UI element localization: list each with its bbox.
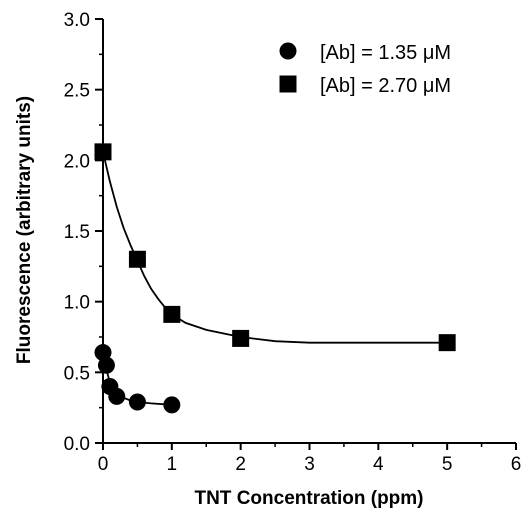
- y-tick-label: 2.0: [64, 151, 90, 172]
- fit-curve-series-2: [102, 151, 448, 344]
- plot-area: 0 1 2 3 4 5 6 0.0 0.5 1.0 1.5 2.0 2.5 3.0: [64, 10, 522, 475]
- fit-curves: [102, 151, 448, 406]
- legend-label-series-2: [Ab] = 2.70 μM: [320, 75, 451, 97]
- legend-marker-series-2: [279, 75, 297, 93]
- x-tick-label: 0: [98, 454, 109, 475]
- y-tick-label: 0.5: [64, 363, 90, 384]
- x-tick-label: 3: [304, 454, 315, 475]
- data-point-series-2: [94, 143, 112, 161]
- x-tick-label: 4: [373, 454, 384, 475]
- data-point-series-1: [128, 393, 146, 411]
- x-axis-title: TNT Concentration (ppm): [194, 488, 423, 509]
- y-tick-label: 1.5: [64, 222, 90, 243]
- x-tick-label: 1: [167, 454, 178, 475]
- legend: [Ab] = 1.35 μM [Ab] = 2.70 μM: [279, 42, 451, 97]
- x-tick-label: 6: [511, 454, 522, 475]
- data-point-series-1: [163, 396, 181, 414]
- data-markers: [94, 143, 456, 414]
- data-point-series-2: [163, 305, 181, 323]
- legend-marker-series-1: [279, 42, 297, 60]
- y-tick-label: 0.0: [64, 434, 90, 455]
- y-axis-title: Fluorescence (arbitrary units): [14, 96, 35, 364]
- legend-label-series-1: [Ab] = 1.35 μM: [320, 42, 451, 64]
- x-tick-label: 2: [235, 454, 246, 475]
- data-point-series-1: [97, 356, 115, 374]
- data-point-series-2: [128, 250, 146, 268]
- y-tick-label: 1.0: [64, 293, 90, 314]
- y-tick-label: 2.5: [64, 81, 90, 102]
- y-tick-label: 3.0: [64, 10, 90, 31]
- data-point-series-1: [94, 344, 112, 362]
- data-point-series-2: [232, 329, 250, 347]
- x-tick-label: 5: [442, 454, 453, 475]
- data-point-series-1: [108, 387, 126, 405]
- data-point-series-2: [438, 334, 456, 352]
